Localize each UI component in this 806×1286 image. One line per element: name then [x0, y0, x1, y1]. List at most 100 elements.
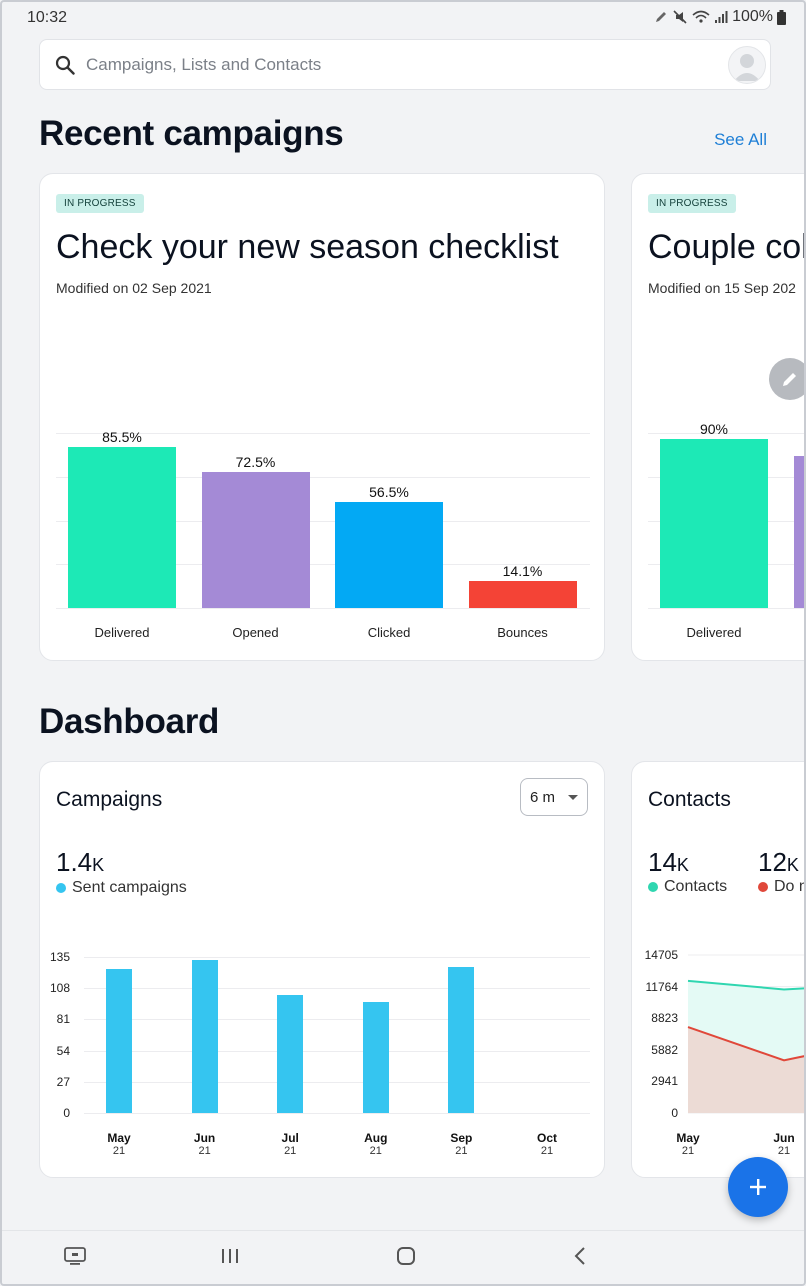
grid-line	[56, 564, 590, 566]
data-label: 90%	[699, 420, 729, 437]
grid-line	[648, 433, 804, 434]
contacts-suffix: K	[676, 855, 689, 875]
legend-sent-campaigns: Sent campaigns	[56, 879, 187, 897]
y-tick-label: 11764	[645, 979, 678, 994]
x-tick-sublabel: 21	[540, 1145, 554, 1157]
contacts-dashboard-card: Contacts 14K 12K Contacts Do n 0 2941 5882…	[631, 761, 806, 1178]
category-label: Bounces	[497, 625, 548, 640]
recent-campaigns-title: Recent campaigns	[39, 114, 344, 153]
bar-bounces	[468, 581, 577, 608]
y-tick-label: 14705	[644, 948, 678, 962]
grid-line	[648, 608, 804, 609]
grid-line	[84, 1019, 590, 1021]
grid-line	[84, 988, 590, 990]
bar-opened	[201, 471, 310, 608]
x-tick-label: Jul	[281, 1131, 299, 1145]
y-tick-label: 5882	[651, 1042, 678, 1057]
avatar[interactable]	[728, 46, 766, 84]
category-label: Clicked	[367, 625, 411, 640]
total-suffix: K	[92, 855, 105, 875]
range-select-value: 6 m	[530, 789, 556, 806]
campaign-modified-date: Modified on 02 Sep 2021	[56, 280, 212, 296]
dnc-value: 12	[758, 847, 787, 877]
pencil-icon	[783, 373, 796, 386]
grid-line	[56, 433, 590, 434]
category-label: Opened	[232, 625, 279, 640]
dashboard-title: Dashboard	[39, 702, 220, 741]
contacts-value: 14	[648, 847, 677, 877]
mute-icon	[673, 10, 687, 24]
y-tick-label: 108	[49, 981, 70, 996]
system-nav-bar	[2, 1230, 804, 1284]
campaign-title: Couple col	[648, 228, 806, 266]
legend-dot	[758, 882, 768, 892]
legend-label: Do n	[774, 878, 806, 895]
status-badge: IN PROGRESS	[56, 194, 144, 213]
bar-sep	[448, 967, 475, 1113]
area-do-n	[688, 1027, 804, 1113]
x-tick-sublabel: 21	[681, 1145, 695, 1157]
grid-line	[56, 520, 590, 522]
y-tick-label: 0	[63, 1106, 70, 1120]
legend-do-not-contact: Do n	[758, 878, 806, 896]
campaigns-card-title: Campaigns	[56, 788, 163, 811]
y-tick-label: 81	[56, 1012, 70, 1027]
y-tick-label: 27	[56, 1074, 70, 1089]
data-label: 72.5%	[235, 453, 276, 470]
legend-dot	[56, 883, 66, 893]
legend-label: Contacts	[664, 878, 728, 895]
x-tick-label: May	[107, 1131, 131, 1145]
see-all-link[interactable]: See All	[714, 130, 767, 149]
category-label: Delivered	[94, 625, 150, 640]
grid-line	[84, 1050, 590, 1052]
grid-line	[56, 476, 590, 478]
plus-icon	[750, 1179, 766, 1195]
line-contacts	[687, 979, 804, 991]
range-select[interactable]: 6 m	[520, 778, 588, 816]
user-icon	[734, 54, 760, 81]
y-tick-label: 2941	[651, 1074, 678, 1089]
search-icon	[55, 55, 75, 75]
recent-apps-icon[interactable]	[221, 1246, 239, 1266]
battery-percent: 100%	[732, 8, 773, 25]
bar-delivered	[660, 438, 768, 608]
grid-line	[84, 1113, 590, 1114]
status-icons: 100%	[654, 8, 786, 26]
bar-clicked	[335, 501, 443, 608]
data-label: 56.5%	[369, 483, 409, 500]
legend-label: Sent campaigns	[72, 879, 187, 896]
sent-campaigns-total: 1.4K	[56, 847, 104, 878]
search-bar[interactable]	[39, 39, 771, 90]
campaigns-dashboard-card: Campaigns 6 m 1.4K Sent campaigns 0 27 54 8…	[39, 761, 605, 1178]
grid-line	[56, 608, 590, 609]
campaign-title: Check your new season checklist	[56, 228, 559, 266]
x-tick-label: May	[676, 1131, 700, 1145]
screen-mirror-icon[interactable]	[64, 1246, 86, 1266]
x-tick-label: Aug	[364, 1131, 388, 1145]
home-icon[interactable]	[396, 1246, 416, 1266]
pen-icon	[656, 12, 667, 22]
x-tick-label: Jun	[773, 1131, 795, 1145]
battery-icon	[777, 9, 786, 25]
legend-dot	[648, 882, 658, 892]
add-button[interactable]	[728, 1157, 788, 1217]
total-value: 1.4	[56, 847, 93, 877]
bar-aug	[362, 1002, 389, 1113]
x-tick-label: Jun	[193, 1131, 216, 1145]
search-input[interactable]	[86, 40, 706, 89]
campaign-card[interactable]: IN PROGRESS Couple col Modified on 15 Se…	[631, 173, 806, 661]
campaign-card[interactable]: IN PROGRESS Check your new season checkl…	[39, 173, 605, 661]
y-tick-label: 135	[49, 950, 70, 964]
wifi-icon	[692, 10, 710, 23]
status-time: 10:32	[27, 9, 68, 26]
x-tick-label: Sep	[450, 1131, 473, 1145]
campaign-modified-date: Modified on 15 Sep 202	[648, 280, 796, 296]
bar-jun	[191, 960, 218, 1113]
edit-campaign-button[interactable]	[769, 358, 804, 400]
x-tick-sublabel: 21	[777, 1145, 791, 1157]
back-icon[interactable]	[572, 1246, 588, 1266]
status-bar: 10:32 100%	[2, 2, 804, 34]
status-badge: IN PROGRESS	[648, 194, 736, 213]
y-tick-label: 8823	[651, 1011, 678, 1026]
